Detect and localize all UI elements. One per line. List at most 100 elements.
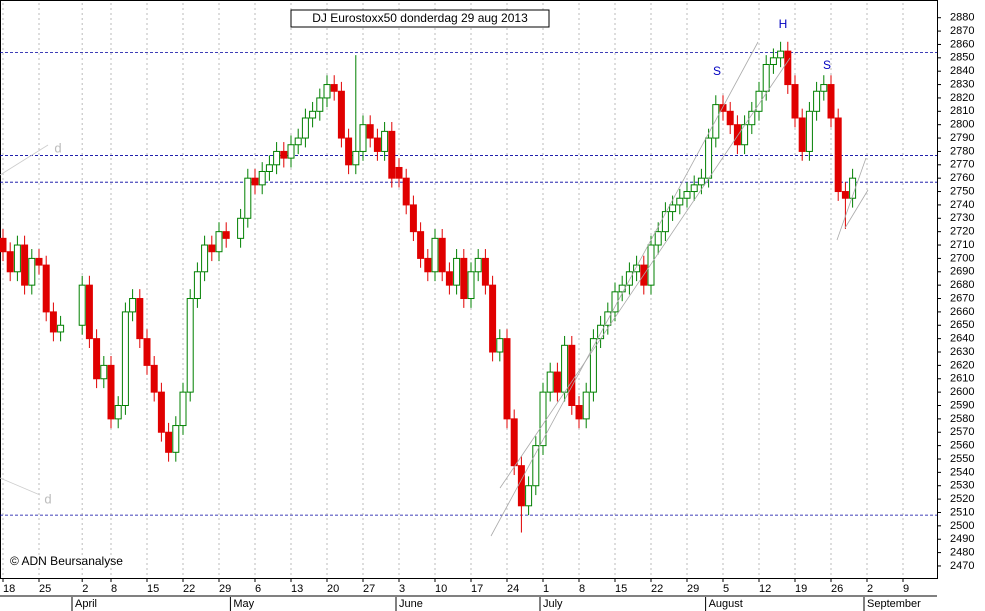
- candle-body: [777, 50, 785, 59]
- y-tick-label: 2780: [950, 145, 974, 157]
- y-tick-label: 2750: [950, 185, 974, 197]
- candle-body: [625, 271, 633, 286]
- x-tick-label: 20: [327, 583, 339, 595]
- x-tick-label: 24: [507, 583, 519, 595]
- candle-body: [618, 284, 626, 293]
- candle-body: [784, 50, 792, 86]
- candle-body: [28, 257, 36, 286]
- y-tick-label: 2490: [950, 533, 974, 545]
- candle-body: [402, 177, 410, 206]
- candle-body: [179, 391, 187, 427]
- candle-body: [532, 445, 540, 487]
- y-tick-label: 2640: [950, 333, 974, 345]
- candle-body: [813, 90, 821, 112]
- y-tick-label: 2860: [950, 38, 974, 50]
- month-label: May: [233, 598, 254, 610]
- x-tick-label: 13: [291, 583, 303, 595]
- y-tick-label: 2590: [950, 399, 974, 411]
- candle-body: [712, 104, 720, 139]
- candle-body: [424, 257, 432, 273]
- candle-body: [467, 271, 475, 300]
- candle-body: [496, 338, 504, 353]
- candle-body: [697, 177, 705, 186]
- candle-body: [669, 204, 677, 213]
- channel-line: [0, 144, 49, 176]
- candle-body: [287, 144, 295, 159]
- candle-body: [35, 257, 43, 266]
- candle-body: [388, 130, 396, 179]
- candle-body: [575, 405, 583, 420]
- candle-body: [301, 117, 309, 139]
- candle-body: [705, 137, 713, 179]
- x-tick-label: 26: [831, 583, 843, 595]
- candle-body: [78, 284, 86, 326]
- candle-body: [805, 110, 813, 152]
- candle-body: [273, 150, 281, 166]
- candle-body: [582, 391, 590, 420]
- y-tick-label: 2550: [950, 453, 974, 465]
- x-tick-label: 2: [867, 583, 873, 595]
- candle-body: [503, 338, 511, 420]
- y-tick-label: 2660: [950, 306, 974, 318]
- candle-body: [395, 166, 403, 179]
- annotation: H: [779, 17, 788, 31]
- month-label: April: [75, 598, 97, 610]
- candle-body: [107, 364, 115, 420]
- y-tick-label: 2880: [950, 12, 974, 24]
- candle-body: [237, 217, 245, 239]
- candle-body: [337, 90, 345, 139]
- candle-body: [143, 338, 151, 366]
- y-tick-label: 2510: [950, 506, 974, 518]
- annotation: d: [44, 491, 51, 506]
- candle-body: [345, 137, 353, 166]
- y-tick-label: 2500: [950, 520, 974, 532]
- x-tick-label: 1: [543, 583, 549, 595]
- y-tick-label: 2630: [950, 346, 974, 358]
- candle-body: [409, 204, 417, 233]
- candle-body: [827, 84, 835, 119]
- x-tick-label: 15: [615, 583, 627, 595]
- y-tick-label: 2670: [950, 292, 974, 304]
- y-tick-label: 2610: [950, 373, 974, 385]
- candle-body: [244, 177, 252, 219]
- candle-body: [373, 137, 381, 152]
- y-tick-label: 2800: [950, 119, 974, 131]
- y-tick-label: 2840: [950, 65, 974, 77]
- candle-body: [561, 344, 569, 393]
- candle-body: [294, 137, 302, 146]
- channel-line: [0, 477, 41, 496]
- candle-body: [93, 338, 101, 380]
- candle-body: [0, 237, 7, 253]
- candle-body: [352, 150, 360, 166]
- candle-body: [417, 231, 425, 259]
- channel-line: [836, 157, 867, 241]
- y-tick-label: 2570: [950, 426, 974, 438]
- month-label: September: [867, 598, 921, 610]
- candle-body: [719, 104, 727, 112]
- candle-body: [841, 191, 849, 199]
- candle-body: [489, 284, 497, 353]
- candle-body: [517, 465, 525, 507]
- channel-line: [490, 41, 759, 537]
- candle-body: [453, 257, 461, 286]
- candle-body: [834, 117, 842, 193]
- x-tick-label: 3: [399, 583, 405, 595]
- y-tick-label: 2650: [950, 319, 974, 331]
- annotation: d: [54, 140, 61, 155]
- candle-body: [100, 364, 108, 380]
- candle-body: [741, 124, 749, 146]
- y-tick-label: 2680: [950, 279, 974, 291]
- candle-body: [553, 371, 561, 393]
- y-tick-label: 2850: [950, 52, 974, 64]
- candle-body: [798, 117, 806, 152]
- candle-body: [215, 231, 223, 253]
- candle-body: [330, 84, 338, 92]
- y-tick-label: 2820: [950, 92, 974, 104]
- candle-body: [481, 257, 489, 286]
- y-tick-label: 2760: [950, 172, 974, 184]
- y-tick-label: 2620: [950, 359, 974, 371]
- candle-body: [323, 84, 331, 99]
- candle-body: [510, 418, 518, 467]
- candle-body: [769, 57, 777, 66]
- y-tick-label: 2740: [950, 199, 974, 211]
